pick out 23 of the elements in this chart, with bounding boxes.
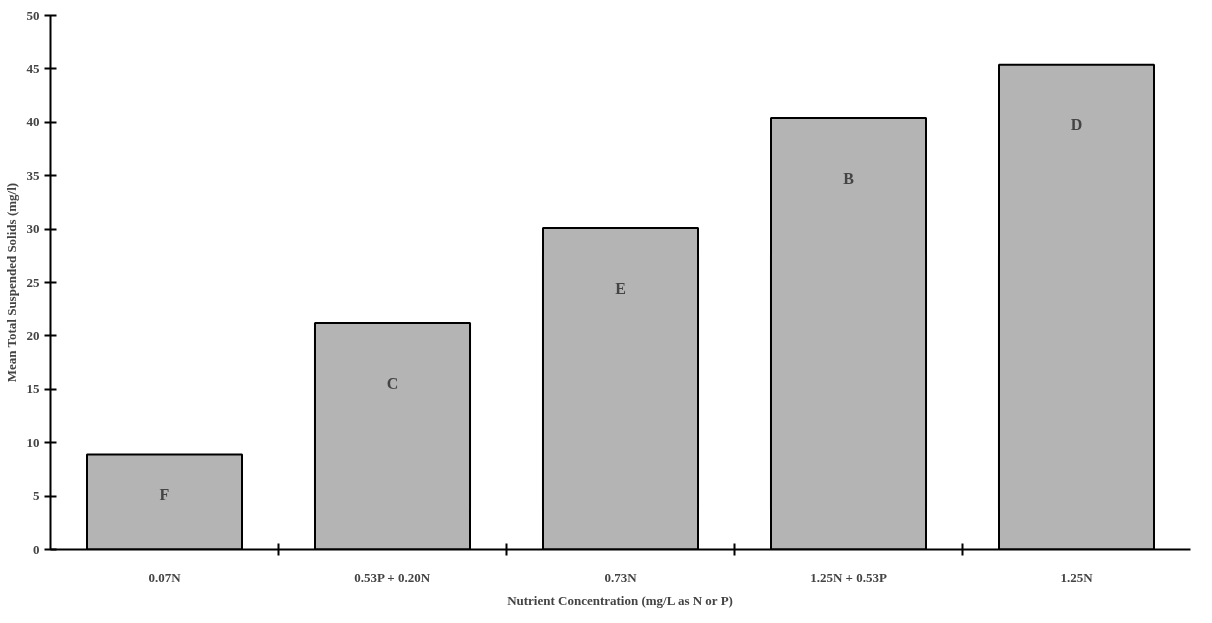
y-tick-label: 40 — [26, 114, 40, 130]
x-tick-label: 1.25N — [1060, 569, 1094, 585]
y-tick-label: 25 — [26, 274, 40, 290]
x-tick-label: 0.07N — [148, 569, 182, 585]
x-axis-title: Nutrient Concentration (mg/L as N or P) — [507, 592, 733, 608]
y-tick-label: 50 — [26, 7, 40, 23]
annotation: D — [1070, 116, 1083, 134]
y-tick-label: 45 — [26, 60, 40, 76]
y-tick-label: 15 — [26, 381, 40, 397]
x-tick-label: 0.73N — [604, 569, 638, 585]
x-tick-label: 1.25N + 0.53P — [810, 569, 887, 585]
annotation: F — [159, 486, 170, 503]
annotation: C — [386, 374, 399, 392]
y-tick-label: 20 — [26, 327, 40, 343]
y-tick-label: 5 — [33, 488, 40, 504]
annotation: E — [615, 279, 626, 297]
y-tick-label: 0 — [33, 541, 40, 557]
annotation: B — [843, 169, 855, 187]
y-tick-label: 30 — [26, 221, 40, 237]
y-axis-title: Mean Total Suspended Solids (mg/l) — [3, 182, 19, 383]
x-tick-label: 0.53P + 0.20N — [354, 569, 431, 585]
y-tick-label: 35 — [26, 167, 40, 183]
y-tick-label: 10 — [26, 434, 40, 450]
